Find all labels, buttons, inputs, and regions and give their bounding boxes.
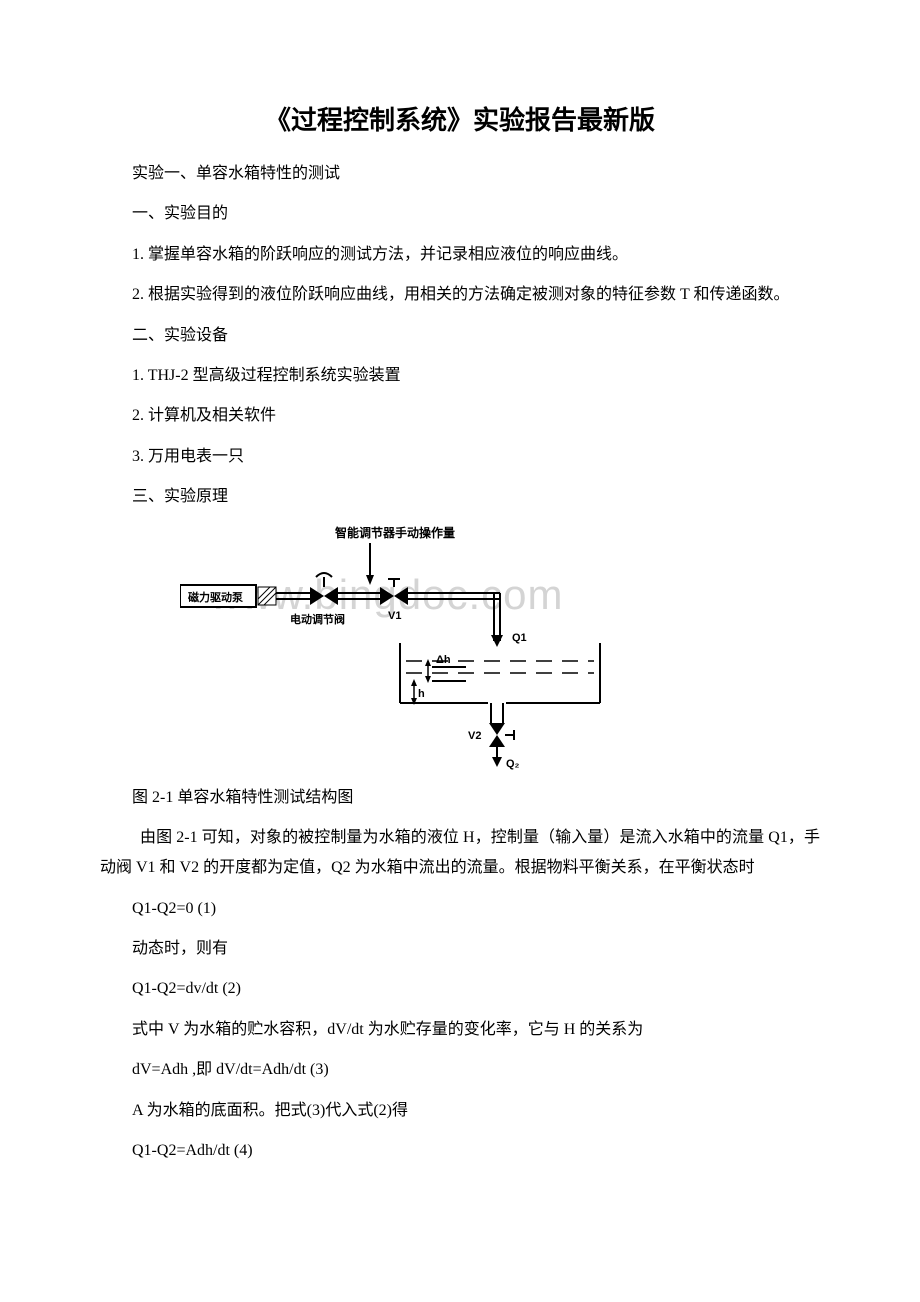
paragraph-2: 动态时，则有 [100, 934, 820, 964]
diagram-q2-label: Q₂ [506, 758, 520, 770]
principle-heading: 三、实验原理 [100, 482, 820, 512]
diagram-dh-label: Δh [436, 654, 451, 666]
equation-2: Q1-Q2=dv/dt (2) [100, 974, 820, 1004]
tank-diagram-svg: 智能调节器手动操作量 磁力驱动泵 电动调节阀 [180, 523, 700, 773]
purpose-item-1: 1. 掌握单容水箱的阶跃响应的测试方法，并记录相应液位的响应曲线。 [100, 240, 820, 270]
valve-v1-icon [380, 579, 408, 605]
electric-valve-icon [310, 573, 338, 605]
diagram-v1-label: V1 [388, 610, 401, 622]
diagram-h-label: h [418, 688, 425, 700]
purpose-item-2: 2. 根据实验得到的液位阶跃响应曲线，用相关的方法确定被测对象的特征参数 T 和… [100, 280, 820, 310]
paragraph-4: A 为水箱的底面积。把式(3)代入式(2)得 [100, 1096, 820, 1126]
equipment-item-3: 3. 万用电表一只 [100, 442, 820, 472]
equation-4: Q1-Q2=Adh/dt (4) [100, 1136, 820, 1166]
equation-1: Q1-Q2=0 (1) [100, 894, 820, 924]
equipment-item-2: 2. 计算机及相关软件 [100, 401, 820, 431]
diagram-elec-valve-label: 电动调节阀 [290, 612, 345, 626]
diagram-v2-label: V2 [468, 730, 481, 742]
paragraph-1: 由图 2-1 可知，对象的被控制量为水箱的液位 H，控制量（输入量）是流入水箱中… [100, 823, 820, 884]
figure-caption: 图 2-1 单容水箱特性测试结构图 [100, 783, 820, 813]
paragraph-3: 式中 V 为水箱的贮水容积，dV/dt 为水贮存量的变化率，它与 H 的关系为 [100, 1015, 820, 1045]
equipment-heading: 二、实验设备 [100, 321, 820, 351]
diagram-pump-label: 磁力驱动泵 [188, 590, 243, 604]
diagram-top-label: 智能调节器手动操作量 [334, 525, 455, 540]
purpose-heading: 一、实验目的 [100, 199, 820, 229]
equation-3: dV=Adh ,即 dV/dt=Adh/dt (3) [100, 1055, 820, 1085]
diagram-figure: www.bingdoc.com 智能调节器手动操作量 磁力驱动泵 电动调节阀 [180, 523, 700, 773]
equipment-item-1: 1. THJ-2 型高级过程控制系统实验装置 [100, 361, 820, 391]
section-heading: 实验一、单容水箱特性的测试 [100, 159, 820, 189]
diagram-q1-label: Q1 [512, 632, 527, 644]
pump-hatch [258, 587, 276, 605]
valve-v2-icon [489, 723, 514, 747]
document-title: 《过程控制系统》实验报告最新版 [100, 100, 820, 137]
